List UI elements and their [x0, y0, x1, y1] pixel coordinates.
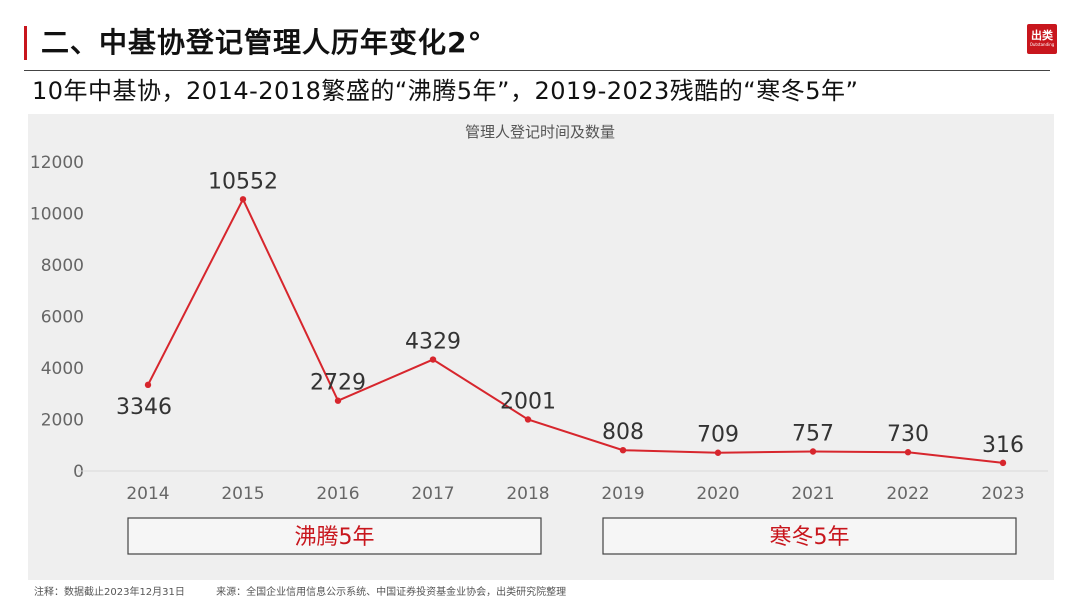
data-point — [524, 416, 532, 423]
data-label: 2001 — [500, 389, 556, 414]
footnote-source: 来源：全国企业信用信息公示系统、中国证券投资基金业协会，出类研究院整理 — [216, 587, 567, 598]
data-label: 709 — [697, 423, 739, 448]
y-tick-label: 8000 — [41, 256, 84, 276]
data-point — [714, 449, 722, 456]
y-tick-label: 4000 — [41, 359, 84, 379]
data-label: 757 — [792, 422, 834, 447]
logo-text: 出类 — [1031, 29, 1053, 42]
brand-logo: 出类 Outstanding — [1027, 24, 1057, 54]
data-label: 3346 — [116, 395, 172, 420]
y-tick-label: 6000 — [41, 308, 84, 328]
x-tick-label: 2019 — [601, 484, 644, 504]
y-tick-label: 0 — [73, 462, 84, 482]
data-point — [144, 381, 152, 389]
y-tick-label: 2000 — [41, 411, 84, 431]
title-bar: 二、中基协登记管理人历年变化2° — [24, 26, 1027, 60]
x-tick-label: 2021 — [791, 484, 834, 504]
y-tick-label: 10000 — [30, 205, 84, 225]
data-point — [334, 397, 342, 404]
period-label: 沸腾5年 — [295, 525, 375, 550]
line-chart: 管理人登记时间及数量 0 2000 4000 6000 8000 10000 12000 20… — [30, 123, 1048, 555]
data-point — [429, 356, 437, 363]
x-tick-label: 2016 — [316, 484, 359, 504]
x-tick-label: 2020 — [696, 484, 739, 504]
data-label: 730 — [887, 422, 929, 447]
series-line — [147, 197, 1004, 464]
y-tick-label: 12000 — [30, 153, 84, 173]
footnote: 注释：数据截止2023年12月31日 来源：全国企业信用信息公示系统、中国证券投… — [34, 586, 566, 600]
x-tick-label: 2017 — [411, 484, 454, 504]
x-tick-label: 2022 — [886, 484, 929, 504]
logo-subtext: Outstanding — [1029, 42, 1055, 47]
series-layer: 3346 10552 2729 4329 2001 808 709 757 730 316 — [116, 169, 1024, 467]
data-point — [809, 448, 817, 455]
x-tick-label: 2018 — [506, 484, 549, 504]
group-layer: 沸腾5年 寒冬5年 — [127, 517, 1017, 555]
chart-panel: 管理人登记时间及数量 0 2000 4000 6000 8000 10000 12000 20… — [28, 114, 1054, 580]
data-point — [239, 196, 247, 203]
data-label: 2729 — [310, 371, 366, 396]
page-subtitle: 10年中基协，2014-2018繁盛的“沸腾5年”，2019-2023残酷的“寒… — [32, 77, 859, 105]
period-box — [602, 517, 1017, 555]
axis-layer: 0 2000 4000 6000 8000 10000 12000 2014 2015 2016 2… — [30, 153, 1048, 504]
period-box — [127, 517, 542, 555]
data-point — [999, 459, 1007, 467]
data-label: 4329 — [405, 330, 461, 355]
period-label: 寒冬5年 — [770, 525, 850, 550]
data-label: 10552 — [208, 169, 278, 194]
title-divider — [24, 70, 1050, 71]
chart-title: 管理人登记时间及数量 — [465, 123, 615, 141]
x-tick-label: 2014 — [126, 484, 169, 504]
page-title: 二、中基协登记管理人历年变化2° — [41, 26, 483, 59]
data-point — [619, 446, 627, 454]
data-label: 808 — [602, 420, 644, 445]
data-label: 316 — [982, 433, 1024, 458]
footnote-note: 注释：数据截止2023年12月31日 — [34, 587, 185, 598]
data-point — [904, 449, 912, 456]
x-tick-label: 2015 — [221, 484, 264, 504]
x-tick-label: 2023 — [981, 484, 1024, 504]
